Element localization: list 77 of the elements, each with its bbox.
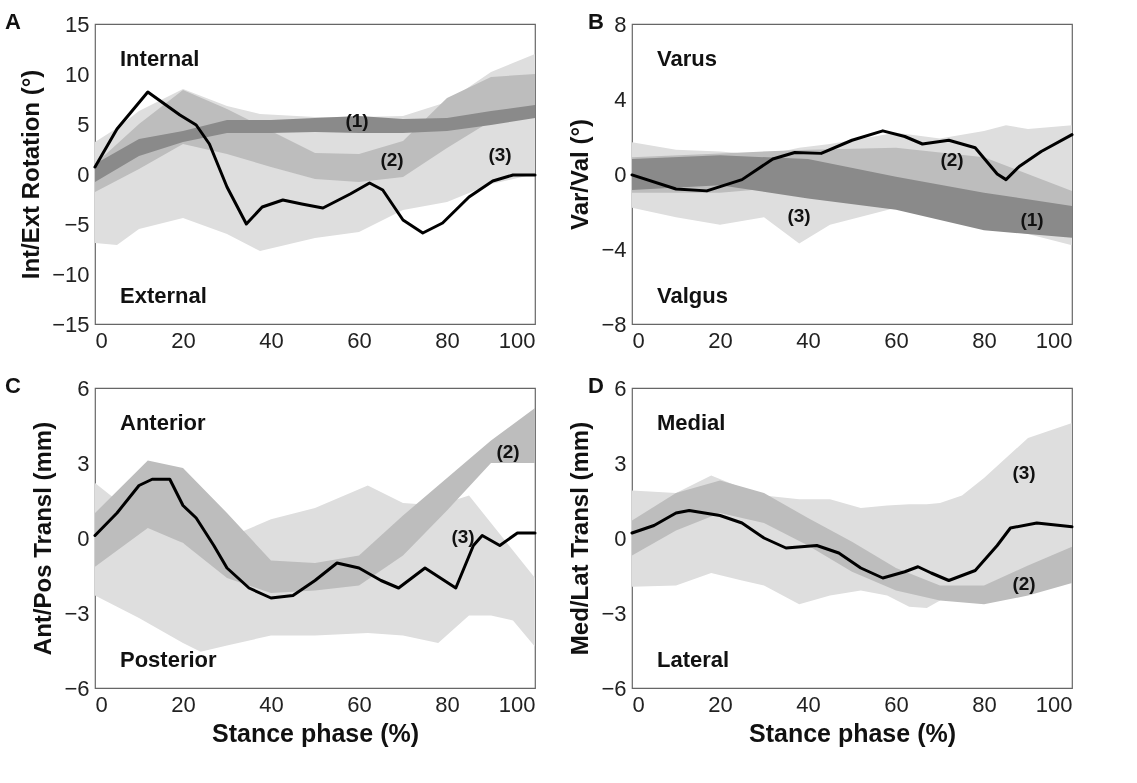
chart-title: D <box>588 373 604 398</box>
annotation: (1) <box>1020 209 1044 230</box>
x-tick-label: 0 <box>632 327 645 353</box>
x-tick-label: 40 <box>259 327 284 353</box>
x-axis-title: Stance phase (%) <box>211 718 420 747</box>
x-tick-label: 60 <box>884 691 909 717</box>
y-tick-label: −5 <box>64 211 90 237</box>
x-tick-label: 100 <box>498 691 536 717</box>
y-axis-title: Med/Lat Transl (mm) <box>566 421 594 656</box>
y-tick-label: 8 <box>614 11 627 37</box>
y-tick-label: 6 <box>614 375 627 401</box>
y-tick-label: 4 <box>614 86 627 112</box>
y-tick-label: 10 <box>65 61 90 87</box>
x-tick-label: 20 <box>171 327 196 353</box>
chart-title: A <box>5 9 21 34</box>
y-tick-label: −6 <box>64 675 90 701</box>
annotation: (3) <box>1012 462 1036 483</box>
y-tick-label: 0 <box>77 525 90 551</box>
annotation: Varus <box>657 46 717 71</box>
y-tick-label: −6 <box>601 675 627 701</box>
x-tick-label: 80 <box>972 691 997 717</box>
x-tick-label: 100 <box>498 327 536 353</box>
annotation: Posterior <box>120 647 218 672</box>
y-tick-label: 3 <box>614 450 627 476</box>
y-tick-label: 6 <box>77 375 90 401</box>
chart-title: B <box>588 9 604 34</box>
y-tick-label: 0 <box>614 525 627 551</box>
x-tick-label: 0 <box>95 691 108 717</box>
annotation: (1) <box>345 110 369 131</box>
annotation: Internal <box>120 46 200 71</box>
annotation: Medial <box>657 410 726 435</box>
y-tick-label: −3 <box>601 600 627 626</box>
x-tick-label: 20 <box>171 691 196 717</box>
annotation: Lateral <box>657 647 730 672</box>
x-tick-label: 100 <box>1035 691 1073 717</box>
annotation: (2) <box>1012 573 1036 594</box>
y-tick-label: 15 <box>65 11 90 37</box>
x-tick-label: 0 <box>95 327 108 353</box>
x-tick-label: 80 <box>972 327 997 353</box>
annotation: (3) <box>488 144 512 165</box>
annotation: (2) <box>380 149 404 170</box>
chart-title: C <box>5 373 21 398</box>
y-axis-title: Ant/Pos Transl (mm) <box>29 421 57 656</box>
x-tick-label: 80 <box>435 327 460 353</box>
y-axis-title: Var/Val (°) <box>566 119 594 230</box>
annotation: (2) <box>940 149 964 170</box>
x-tick-label: 40 <box>259 691 284 717</box>
x-tick-label: 0 <box>632 691 645 717</box>
y-tick-label: −10 <box>52 261 90 287</box>
y-tick-label: −15 <box>52 311 90 337</box>
x-tick-label: 100 <box>1035 327 1073 353</box>
x-tick-label: 20 <box>708 691 733 717</box>
x-tick-label: 60 <box>347 327 372 353</box>
annotation: (3) <box>787 205 811 226</box>
x-tick-label: 20 <box>708 327 733 353</box>
y-axis-title: Int/Ext Rotation (°) <box>17 69 45 280</box>
annotation: (2) <box>496 441 520 462</box>
line-series <box>93 90 537 235</box>
annotation: Anterior <box>120 410 206 435</box>
x-axis-title: Stance phase (%) <box>748 718 957 747</box>
x-tick-label: 80 <box>435 691 460 717</box>
annotation: Valgus <box>657 283 728 308</box>
x-tick-label: 40 <box>796 327 821 353</box>
y-tick-label: −8 <box>601 311 627 337</box>
x-tick-label: 40 <box>796 691 821 717</box>
y-tick-label: −4 <box>601 236 627 262</box>
y-tick-label: 5 <box>77 111 90 137</box>
x-tick-label: 60 <box>884 327 909 353</box>
line-series <box>93 477 537 600</box>
line-series <box>630 129 1074 193</box>
annotation: External <box>120 283 207 308</box>
y-tick-label: 0 <box>77 161 90 187</box>
x-tick-label: 60 <box>347 691 372 717</box>
y-tick-label: −3 <box>64 600 90 626</box>
y-tick-label: 3 <box>77 450 90 476</box>
y-tick-label: 0 <box>614 161 627 187</box>
annotation: (3) <box>451 526 475 547</box>
